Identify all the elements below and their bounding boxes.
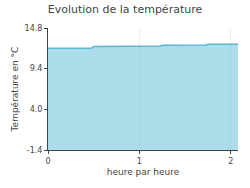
svg-text:-1.4: -1.4 <box>27 146 43 155</box>
svg-text:0: 0 <box>45 157 50 166</box>
svg-text:9.4: 9.4 <box>30 64 43 73</box>
svg-text:2: 2 <box>228 157 233 166</box>
svg-text:Evolution de la température: Evolution de la température <box>48 3 203 16</box>
svg-text:1: 1 <box>137 157 142 166</box>
svg-text:heure par heure: heure par heure <box>107 167 180 177</box>
svg-text:14.8: 14.8 <box>25 24 43 33</box>
svg-text:Température en °C: Température en °C <box>10 47 20 133</box>
svg-text:4.0: 4.0 <box>30 105 43 114</box>
